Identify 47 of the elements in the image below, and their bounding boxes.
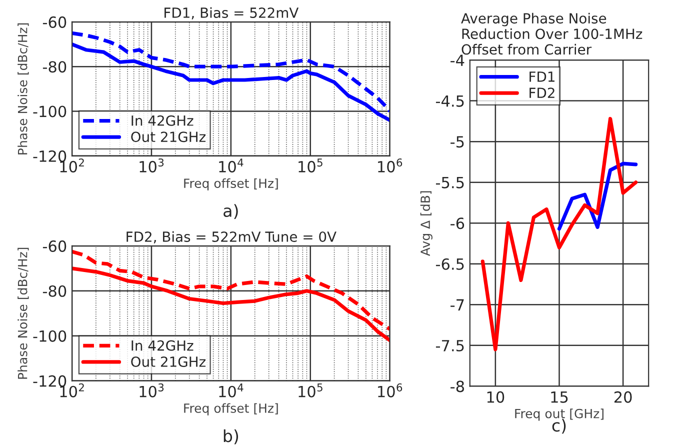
y-tick-label: -80 [42,285,66,297]
x-axis-title: Freq offset [Hz] [184,178,278,190]
y-tick-label: -7.5 [436,340,464,352]
x-tick-label: 10$^{4}$ [219,384,244,398]
x-tick-label: 10$^{4}$ [219,158,244,172]
x-tick-label: 10$^{3}$ [140,383,164,398]
y-tick-label: -7 [450,299,464,310]
y-tick-label: -120 [33,150,66,162]
chart-title: Average Phase Noise Reduction Over 100-1MHz Offset from Carrier [461,12,642,55]
chart-title: FD1, Bias = 522mV [164,7,299,20]
x-tick-label: 10$^{5}$ [298,158,322,172]
x-tick-label: 15 [551,392,568,403]
x-axis-title: Freq offset [Hz] [184,403,278,416]
y-tick-label: -100 [33,106,66,118]
y-tick-label: -4.5 [436,95,464,107]
line-series [557,162,638,231]
y-axis-title: Phase Noise [dBc/Hz] [18,23,29,154]
legend-label: Out 21GHz [131,132,206,142]
y-tick-label: -6 [450,218,464,230]
line-series [480,116,638,352]
y-tick-label: -6.5 [436,258,464,270]
y-tick-label: -80 [42,61,66,73]
legend-label: In 42GHz [132,340,194,351]
chart-title: FD2, Bias = 522mV Tune = 0V [126,231,336,244]
x-tick-label: 20 [614,391,632,403]
y-tick-label: -5 [450,136,464,148]
y-tick-label: -120 [33,375,66,387]
y-axis-title: Avg Δ [dB] [420,191,432,256]
legend-label: Out 21GHz [131,356,206,367]
x-tick-label: 10$^{6}$ [378,158,402,172]
legend-label: In 42GHz [132,115,194,126]
y-tick-label: -60 [42,16,66,28]
x-tick-label: 10$^{5}$ [298,384,322,398]
y-tick-label: -8 [450,380,464,392]
text: c) [552,418,566,434]
y-tick-label: -60 [42,240,66,252]
text: b) [224,429,238,444]
legend-label: FD2 [530,88,554,98]
x-tick-label: 10$^{3}$ [140,158,164,172]
y-tick-label: -4 [450,54,464,66]
y-axis-title: Phase Noise [dBc/Hz] [18,248,29,379]
y-tick-label: -100 [33,330,66,342]
y-tick-label: -5.5 [436,177,464,188]
x-tick-label: 10 [487,391,504,403]
x-tick-label: 10$^{6}$ [378,383,402,398]
legend-label: FD1 [530,72,554,82]
text: a) [224,204,238,219]
